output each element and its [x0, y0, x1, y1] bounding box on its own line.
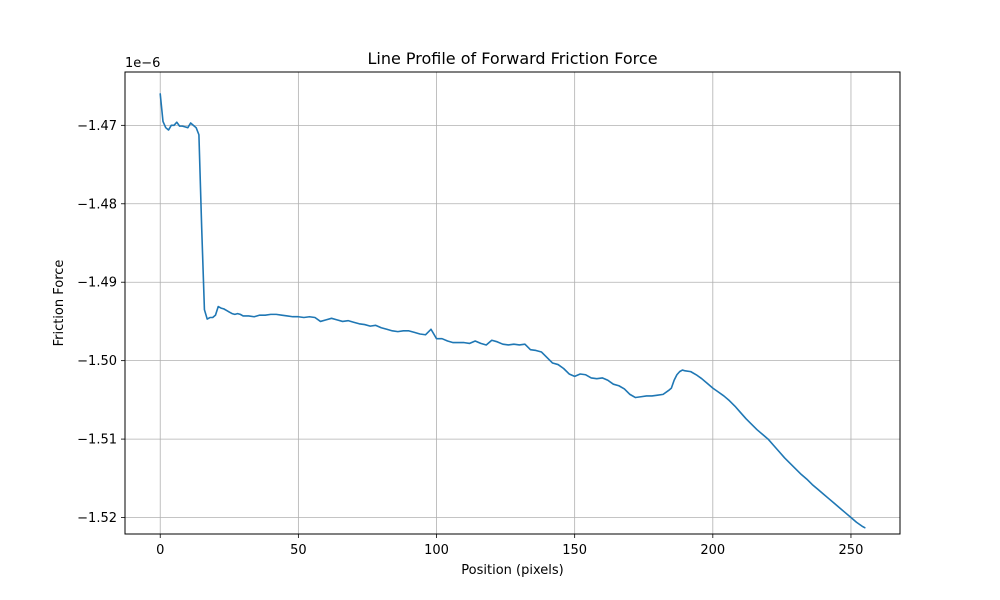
y-tick-label: −1.51 [77, 433, 117, 448]
x-tick-label: 50 [290, 543, 307, 558]
x-tick-label: 250 [839, 543, 864, 558]
x-axis-ticks: 0 50 100 150 200 250 [156, 534, 863, 558]
y-tick-label: −1.49 [77, 276, 117, 291]
y-axis-offset-label: 1e−6 [125, 56, 160, 71]
y-tick-label: −1.48 [77, 197, 117, 212]
x-tick-label: 200 [700, 543, 725, 558]
series-layer [159, 93, 866, 529]
x-tick-label: 100 [424, 543, 449, 558]
y-tick-label: −1.47 [77, 119, 117, 134]
y-tick-label: −1.52 [77, 511, 117, 526]
y-axis-ticks: −1.47 −1.48 −1.49 −1.50 −1.51 −1.52 [77, 119, 125, 526]
series-line [159, 93, 866, 529]
y-gridlines [125, 124, 900, 518]
y-axis-label: Friction Force [52, 260, 67, 347]
x-tick-label: 0 [156, 543, 164, 558]
axes-frame [124, 71, 901, 535]
x-gridlines [159, 72, 852, 534]
x-axis-label: Position (pixels) [461, 563, 563, 578]
x-tick-label: 150 [562, 543, 587, 558]
chart-title: Line Profile of Forward Friction Force [367, 49, 657, 68]
y-tick-label: −1.50 [77, 354, 117, 369]
